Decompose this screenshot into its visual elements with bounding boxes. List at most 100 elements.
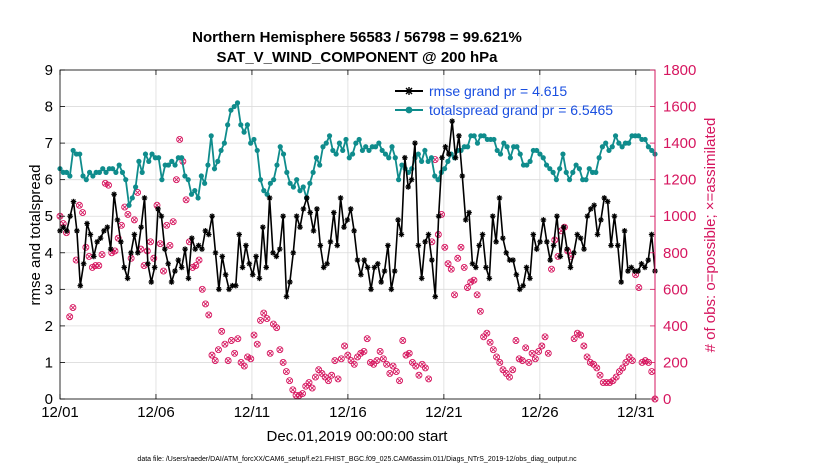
obs-point-12 [95, 262, 103, 270]
totalspread-point-74 [300, 184, 306, 190]
axis-ticks: 12/01 12/06 12/11 12/16 12/21 12/26 12/31 0 1 2 3 4… [41, 62, 696, 421]
rmse-point-79 [324, 260, 330, 267]
obs-point-100 [379, 355, 387, 363]
rmse-point-98 [388, 286, 395, 293]
y-left-tick-label-1: 1 [45, 354, 53, 371]
rmse-point-25 [141, 195, 148, 201]
rmse-point-3 [67, 213, 73, 220]
rmse-point-112 [435, 213, 442, 220]
rmse-point-125 [479, 231, 486, 238]
obs-point-151 [544, 349, 552, 357]
rmse-point-4 [70, 198, 77, 205]
totalspread-point-164 [596, 155, 602, 161]
totalspread-point-134 [497, 151, 504, 157]
totalspread-point-83 [330, 147, 336, 154]
totalspread-point-19 [119, 169, 126, 175]
y-right-tick-label-9: 1800 [663, 62, 696, 79]
totalspread-point-168 [609, 144, 615, 150]
obs-point-179 [635, 284, 643, 291]
rmse-point-7 [80, 260, 87, 267]
rmse-point-53 [236, 231, 242, 238]
totalspread-point-180 [649, 147, 655, 154]
totalspread-point-97 [376, 140, 382, 146]
obs-point-54 [231, 349, 239, 357]
obs-point-167 [596, 371, 604, 379]
totalspread-point-4 [70, 147, 76, 154]
rmse-point-85 [344, 217, 351, 223]
rmse-point-1 [60, 224, 67, 230]
obs-point-67 [273, 324, 281, 332]
rmse-point-171 [635, 268, 641, 274]
rmse-point-129 [493, 239, 499, 245]
rmse-point-2 [63, 228, 70, 234]
obs-point-161 [577, 331, 585, 339]
rmse-point-63 [270, 249, 276, 256]
obs-point-111 [415, 371, 423, 379]
totalspread-point-104 [399, 162, 405, 168]
obs-point-149 [538, 342, 546, 350]
totalspread-point-58 [248, 140, 254, 146]
obs-point-23 [130, 216, 138, 224]
rmse-point-173 [642, 264, 648, 271]
totalspread-point-157 [573, 162, 579, 168]
rmse-point-80 [327, 239, 334, 245]
totalspread-point-103 [395, 177, 402, 183]
rmse-point-71 [297, 224, 303, 230]
obs-point-175 [622, 358, 630, 366]
rmse-point-156 [584, 213, 591, 220]
totalspread-point-28 [149, 151, 155, 157]
totalspread-point-42 [195, 195, 201, 201]
obs-point-101 [383, 360, 391, 368]
rmse-point-29 [155, 206, 161, 212]
totalspread-point-178 [642, 136, 648, 143]
rmse-point-101 [398, 231, 405, 238]
obs-point-37 [176, 136, 184, 143]
rmse-point-13 [101, 228, 107, 234]
obs-point-106 [399, 337, 407, 344]
obs-point-135 [493, 353, 500, 361]
obs-point-88 [341, 342, 349, 350]
obs-point-65 [266, 349, 274, 357]
rmse-point-26 [145, 260, 151, 267]
obs-point-78 [308, 384, 316, 392]
rmse-point-124 [476, 242, 483, 249]
rmse-point-48 [219, 253, 226, 260]
rmse-point-12 [97, 235, 104, 241]
rmse-point-69 [290, 249, 297, 256]
obs-point-130 [476, 307, 484, 315]
obs-point-7 [79, 209, 87, 217]
totalspread-point-67 [277, 144, 283, 150]
y-right-tick-label-0: 0 [663, 391, 671, 408]
rmse-point-77 [317, 242, 324, 249]
obs-point-85 [331, 357, 339, 365]
rmse-point-46 [212, 249, 219, 256]
obs-point-4 [69, 304, 77, 312]
totalspread-point-110 [419, 158, 425, 164]
obs-point-34 [166, 242, 174, 249]
totalspread-point-143 [527, 158, 533, 164]
totalspread-point-70 [287, 180, 293, 186]
totalspread-point-57 [244, 122, 250, 128]
totalspread-point-114 [432, 173, 438, 179]
rmse-point-97 [385, 242, 391, 249]
totalspread-point-6 [77, 151, 83, 157]
y-right-tick-label-1: 200 [663, 354, 688, 371]
rmse-point-92 [368, 286, 374, 293]
rmse-point-96 [381, 268, 388, 274]
rmse-point-104 [408, 176, 415, 183]
totalspread-point-49 [218, 147, 224, 154]
obs-point-75 [299, 390, 306, 397]
rmse-point-107 [418, 275, 425, 282]
totalspread-point-7 [80, 173, 86, 179]
totalspread-point-167 [606, 147, 612, 154]
totalspread-point-151 [553, 177, 559, 183]
totalspread-point-129 [481, 133, 487, 139]
obs-point-52 [224, 357, 232, 365]
totalspread-point-176 [635, 133, 642, 139]
rmse-point-45 [209, 213, 215, 220]
obs-point-108 [405, 349, 413, 357]
totalspread-point-48 [215, 158, 221, 164]
y-left-tick-label-5: 5 [45, 208, 53, 225]
totalspread-point-155 [566, 177, 573, 183]
obs-point-124 [457, 243, 465, 251]
